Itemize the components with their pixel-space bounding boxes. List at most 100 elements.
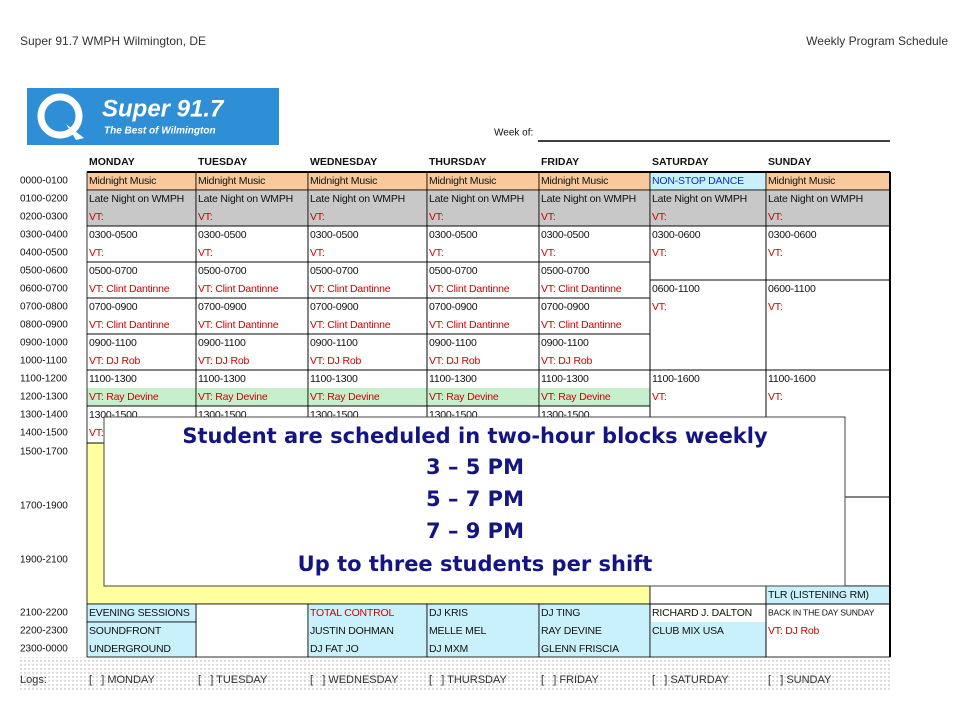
time-label: 0400-0500 bbox=[20, 248, 68, 259]
program-line: VT: Ray Devine bbox=[89, 391, 159, 403]
line-fill bbox=[539, 604, 650, 622]
program-block: 0700-0900 VT: Clint Dantinne bbox=[538, 297, 651, 335]
program-line: VT: Clint Dantinne bbox=[198, 283, 279, 295]
program-block: Late Night on WMPH VT: bbox=[538, 189, 651, 227]
program-block: 0300-0500 VT: bbox=[538, 225, 651, 263]
program-line: 0500-0700 bbox=[429, 265, 478, 277]
day-header: MONDAY bbox=[89, 156, 135, 168]
day-header: SATURDAY bbox=[652, 156, 709, 168]
line-fill bbox=[308, 622, 427, 640]
program-line: BACK IN THE DAY SUNDAY bbox=[768, 607, 875, 617]
program-block: Late Night on WMPH VT: bbox=[307, 189, 428, 227]
program-line: VT: bbox=[541, 211, 556, 223]
program-line: VT: bbox=[768, 301, 783, 313]
time-label: 0300-0400 bbox=[20, 230, 68, 241]
day-header: SUNDAY bbox=[768, 156, 811, 168]
program-line: 1100-1300 bbox=[429, 373, 477, 385]
program-line: VT: bbox=[652, 391, 667, 403]
program-line: Late Night on WMPH bbox=[541, 193, 636, 205]
program-line: 0300-0500 bbox=[429, 229, 478, 241]
time-label: 2100-2200 bbox=[20, 608, 68, 619]
program-line: Late Night on WMPH bbox=[310, 193, 405, 205]
program-line: VT: DJ Rob bbox=[310, 355, 361, 367]
line-fill bbox=[650, 190, 766, 208]
program-block: Midnight Music bbox=[86, 171, 197, 191]
time-label: 1300-1400 bbox=[20, 410, 68, 421]
log-item: [ ] SUNDAY bbox=[768, 674, 832, 686]
line-fill bbox=[427, 604, 539, 622]
program-line: Late Night on WMPH bbox=[768, 193, 863, 205]
program-block: DJ KRIS MELLE MEL DJ MXM bbox=[426, 603, 540, 658]
program-line: 0900-1100 bbox=[310, 337, 358, 349]
line-fill bbox=[539, 172, 650, 190]
log-item: [ ] SATURDAY bbox=[652, 674, 729, 686]
program-block: Late Night on WMPH VT: bbox=[86, 189, 197, 227]
time-label: 2200-2300 bbox=[20, 626, 68, 637]
program-block: Midnight Music bbox=[195, 171, 309, 191]
notice: Student are scheduled in two-hour blocks… bbox=[103, 416, 846, 587]
program-line: 0500-0700 bbox=[89, 265, 138, 277]
program-block: TLR (LISTENING RM) bbox=[765, 585, 891, 605]
program-line: 0300-0600 bbox=[652, 229, 701, 241]
program-line: VT: Clint Dantinne bbox=[89, 283, 170, 295]
time-label: 1900-2100 bbox=[20, 555, 68, 566]
line-fill bbox=[427, 172, 539, 190]
program-block: 0500-0700 VT: Clint Dantinne bbox=[426, 261, 540, 299]
time-label: 0800-0900 bbox=[20, 320, 68, 331]
time-label: 0700-0800 bbox=[20, 302, 68, 313]
program-line: 1100-1600 bbox=[652, 373, 700, 385]
line-fill bbox=[196, 388, 308, 406]
line-fill bbox=[427, 190, 539, 208]
program-line: VT: Clint Dantinne bbox=[198, 319, 279, 331]
program-line: VT: DJ Rob bbox=[429, 355, 480, 367]
program-line: VT: Ray Devine bbox=[429, 391, 499, 403]
line-fill bbox=[539, 388, 650, 406]
time-label: 2300-0000 bbox=[20, 644, 68, 655]
program-line: VT: DJ Rob bbox=[89, 355, 140, 367]
program-line: Midnight Music bbox=[541, 175, 608, 187]
notice-line: 5 – 7 PM bbox=[426, 487, 524, 511]
program-line: VT: bbox=[652, 247, 667, 259]
day-header: TUESDAY bbox=[198, 156, 247, 168]
line-fill bbox=[539, 208, 650, 226]
line-fill bbox=[427, 622, 539, 640]
program-line: Midnight Music bbox=[768, 175, 835, 187]
program-block: Late Night on WMPH VT: bbox=[765, 189, 891, 227]
program-block: 0500-0700 VT: Clint Dantinne bbox=[86, 261, 197, 299]
program-block: 0500-0700 VT: Clint Dantinne bbox=[195, 261, 309, 299]
program-block: 0600-1100 VT: bbox=[765, 279, 891, 371]
program-line: VT: bbox=[89, 211, 104, 223]
day-header: WEDNESDAY bbox=[310, 156, 377, 168]
program-line: 1100-1600 bbox=[768, 373, 816, 385]
program-line: NON-STOP DANCE bbox=[652, 175, 744, 187]
line-fill bbox=[766, 208, 890, 226]
program-line: VT: bbox=[89, 247, 104, 259]
notice-line: Student are scheduled in two-hour blocks… bbox=[182, 424, 768, 448]
program-line: DJ FAT JO bbox=[310, 643, 359, 655]
program-block: Midnight Music bbox=[538, 171, 651, 191]
program-line: TLR (LISTENING RM) bbox=[768, 589, 869, 601]
time-label: 0600-0700 bbox=[20, 284, 68, 295]
time-label: 0000-0100 bbox=[20, 176, 68, 187]
notice-line: 3 – 5 PM bbox=[426, 455, 524, 479]
program-line: VT: bbox=[429, 247, 444, 259]
program-line: DJ KRIS bbox=[429, 607, 468, 619]
program-line: Late Night on WMPH bbox=[89, 193, 184, 205]
line-fill bbox=[308, 172, 427, 190]
logs-label: Logs: bbox=[20, 674, 47, 686]
time-label: 0200-0300 bbox=[20, 212, 68, 223]
line-fill bbox=[308, 388, 427, 406]
log-item: [ ] FRIDAY bbox=[541, 674, 600, 686]
program-line: VT: Ray Devine bbox=[310, 391, 380, 403]
line-fill bbox=[308, 208, 427, 226]
program-line: VT: bbox=[768, 391, 783, 403]
program-line: 0900-1100 bbox=[198, 337, 246, 349]
program-line: 0900-1100 bbox=[429, 337, 477, 349]
program-block: 0700-0900 VT: Clint Dantinne bbox=[426, 297, 540, 335]
program-line: VT: bbox=[768, 247, 783, 259]
program-block: 0300-0500 VT: bbox=[195, 225, 309, 263]
program-line: VT: bbox=[89, 427, 104, 439]
notice-line: 7 – 9 PM bbox=[426, 519, 524, 543]
program-block: 0500-0700 VT: Clint Dantinne bbox=[307, 261, 428, 299]
